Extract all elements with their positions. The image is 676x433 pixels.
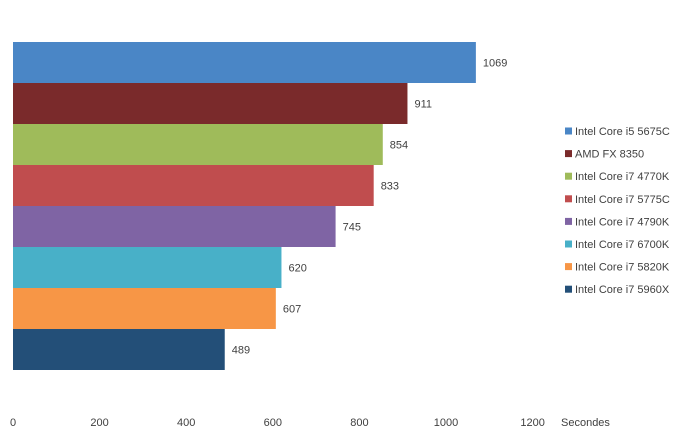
x-tick-label-0: 0 — [10, 417, 16, 429]
x-axis: 0 200 400 600 800 1000 1200 — [10, 417, 545, 429]
bar-0 — [13, 42, 476, 83]
x-tick-label-3: 600 — [264, 417, 282, 429]
data-label-0: 1069 — [483, 58, 507, 70]
legend-swatch-3 — [565, 195, 572, 203]
legend-swatch-7 — [565, 285, 572, 293]
legend: Intel Core i5 5675C AMD FX 8350 Intel Core… — [565, 126, 670, 296]
bar-3 — [13, 165, 374, 206]
legend-label-1: AMD FX 8350 — [575, 149, 644, 161]
bar-2 — [13, 124, 383, 165]
data-label-2: 854 — [390, 140, 408, 152]
legend-label-4: Intel Core i7 4790K — [575, 216, 670, 228]
bar-1 — [13, 83, 408, 124]
legend-swatch-5 — [565, 240, 572, 248]
x-tick-label-1: 200 — [90, 417, 108, 429]
x-tick-label-5: 1000 — [434, 417, 458, 429]
x-tick-label-6: 1200 — [520, 417, 544, 429]
legend-swatch-1 — [565, 150, 572, 158]
legend-label-7: Intel Core i7 5960X — [575, 284, 670, 296]
data-label-3: 833 — [381, 181, 399, 193]
data-labels-group: 1069 911 854 833 745 620 607 489 — [232, 58, 508, 357]
legend-label-5: Intel Core i7 6700K — [575, 239, 670, 251]
x-axis-title: Secondes — [561, 417, 610, 429]
legend-label-0: Intel Core i5 5675C — [575, 126, 670, 138]
data-label-6: 607 — [283, 304, 301, 316]
bar-7 — [13, 329, 225, 370]
x-tick-label-2: 400 — [177, 417, 195, 429]
x-tick-label-4: 800 — [350, 417, 368, 429]
bar-6 — [13, 288, 276, 329]
bar-4 — [13, 206, 336, 247]
legend-swatch-2 — [565, 172, 572, 180]
legend-swatch-0 — [565, 127, 572, 135]
data-label-5: 620 — [288, 263, 306, 275]
legend-label-6: Intel Core i7 5820K — [575, 262, 670, 274]
legend-swatch-6 — [565, 263, 572, 271]
bar-5 — [13, 247, 282, 288]
legend-label-3: Intel Core i7 5775C — [575, 194, 670, 206]
bars-group — [13, 42, 476, 370]
legend-swatch-4 — [565, 217, 572, 225]
legend-label-2: Intel Core i7 4770K — [575, 171, 670, 183]
data-label-4: 745 — [343, 222, 361, 234]
data-label-1: 911 — [414, 99, 432, 111]
data-label-7: 489 — [232, 345, 250, 357]
